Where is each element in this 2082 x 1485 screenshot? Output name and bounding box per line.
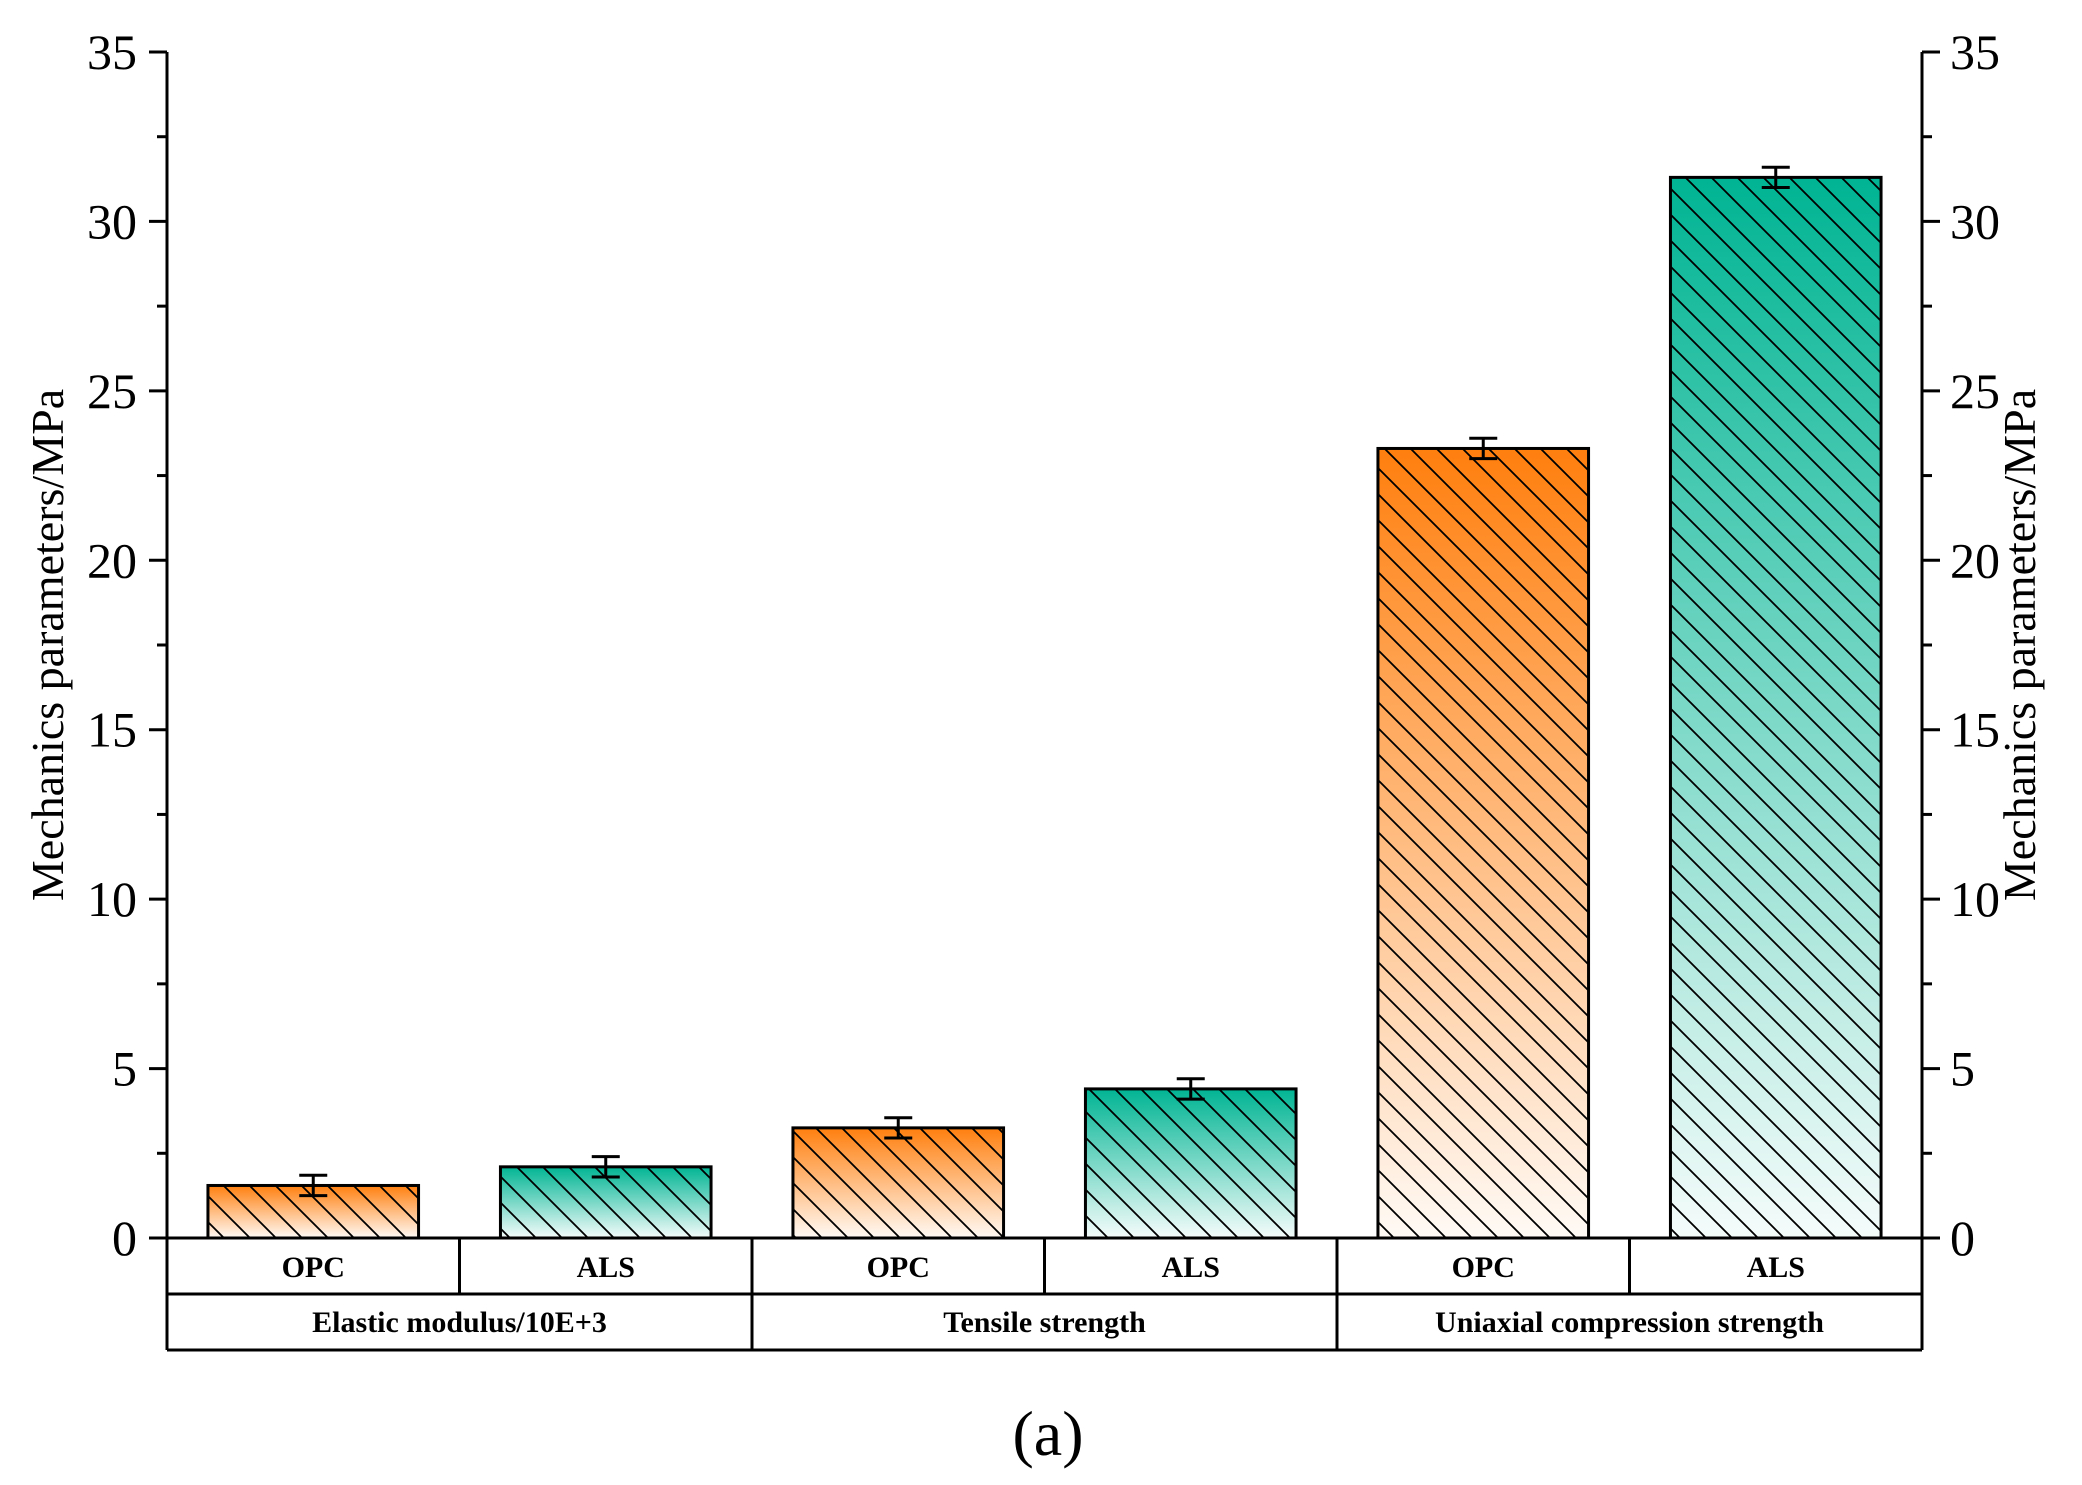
bar-elastic-als-hatch <box>500 1166 712 1238</box>
bar-uniaxial-opc-hatch <box>1377 448 1589 1238</box>
left-tick-label: 30 <box>87 193 137 249</box>
y-axis-title-right: Mechanics parameters/MPa <box>1994 389 2045 901</box>
group-label: Uniaxial compression strength <box>1435 1306 1824 1339</box>
left-tick-label: 0 <box>112 1210 137 1266</box>
bar-label-als: ALS <box>1747 1251 1805 1284</box>
y-axis-title-left: Mechanics parameters/MPa <box>22 389 73 901</box>
axes-layer <box>149 50 1940 1350</box>
left-tick-label: 10 <box>87 871 137 927</box>
bar-label-opc: OPC <box>867 1251 930 1284</box>
bar-uniaxial-als-hatch <box>1670 177 1882 1238</box>
left-tick-label: 5 <box>112 1041 137 1097</box>
group-label: Tensile strength <box>943 1306 1146 1339</box>
bar-label-opc: OPC <box>1452 1251 1515 1284</box>
right-tick-label: 0 <box>1950 1210 1975 1266</box>
bar-label-als: ALS <box>1162 1251 1220 1284</box>
right-tick-label: 20 <box>1950 532 2000 588</box>
right-tick-label: 35 <box>1950 24 2000 80</box>
left-tick-label: 15 <box>87 702 137 758</box>
group-label: Elastic modulus/10E+3 <box>312 1306 607 1339</box>
bars-layer <box>206 165 1883 1240</box>
right-tick-label: 15 <box>1950 702 2000 758</box>
right-tick-label: 30 <box>1950 193 2000 249</box>
left-tick-label: 35 <box>87 24 137 80</box>
panel-label: (a) <box>1012 1398 1083 1469</box>
bar-label-als: ALS <box>577 1251 635 1284</box>
bar-tensile-als-hatch <box>1085 1088 1297 1238</box>
text-layer: 0 0 5 5 10 10 15 15 20 20 25 25 30 30 35 35 OPC ALS Elasti… <box>22 24 2045 1469</box>
bar-tensile-opc-hatch <box>792 1127 1004 1238</box>
bar-label-opc: OPC <box>282 1251 345 1284</box>
left-tick-label: 20 <box>87 532 137 588</box>
right-tick-label: 5 <box>1950 1041 1975 1097</box>
right-tick-label: 10 <box>1950 871 2000 927</box>
right-tick-label: 25 <box>1950 363 2000 419</box>
left-tick-label: 25 <box>87 363 137 419</box>
category-table <box>167 1236 1922 1352</box>
